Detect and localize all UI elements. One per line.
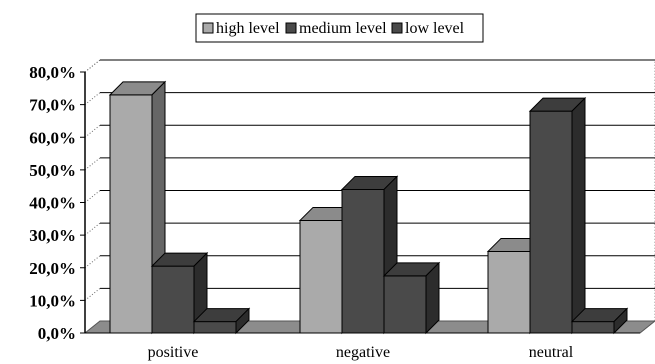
gridline-depth (84, 157, 101, 171)
bar-side (571, 96, 586, 335)
legend-label: high level (216, 20, 280, 37)
x-tick-label: neutral (529, 344, 574, 361)
bar-positive-low-level (192, 307, 251, 335)
legend-swatch (391, 22, 403, 34)
bar-front (151, 265, 195, 334)
y-tick-label: 50,0% (29, 161, 76, 180)
bar-positive-medium-level (150, 251, 209, 335)
y-tick-label: 60,0% (29, 128, 76, 147)
bar-neutral-medium-level (528, 96, 587, 335)
legend-swatch (202, 22, 214, 34)
bar-negative-low-level (382, 261, 441, 335)
legend: high level medium level low level (195, 13, 484, 43)
y-tick-label: 10,0% (29, 291, 76, 310)
bar-front (341, 188, 385, 334)
gridline-depth (84, 255, 101, 269)
legend-label: low level (405, 20, 465, 37)
y-tick-label: 70,0% (29, 96, 76, 115)
bar-front (109, 94, 153, 334)
bar-neutral-low-level (570, 307, 629, 335)
x-tick-label: positive (148, 344, 199, 361)
bar-front (193, 321, 237, 334)
bar-side (235, 307, 250, 335)
legend-label: medium level (299, 20, 387, 37)
gridline-depth (84, 287, 101, 301)
bar-front (571, 321, 615, 334)
gridline-depth (84, 92, 101, 106)
x-tick-label: negative (336, 344, 390, 361)
y-tick-label: 80,0% (29, 63, 76, 82)
bar-front (383, 275, 427, 334)
bar-front (529, 110, 573, 334)
bars (108, 80, 629, 335)
y-tick-label: 40,0% (29, 194, 76, 213)
legend-swatch (285, 22, 297, 34)
y-tick-label: 20,0% (29, 259, 76, 278)
gridline-depth (84, 190, 101, 203)
bar-side (613, 307, 628, 335)
gridline-depth (84, 59, 101, 73)
bar-front (487, 250, 531, 334)
bar-front (299, 219, 343, 334)
bar-side (425, 261, 440, 335)
gridline-depth (84, 124, 101, 138)
gridline-depth (84, 222, 101, 236)
axes: 0,0% 10,0% 20,0% 30,0% 40,0% 50,0% 60,0% 70,0% 8… (29, 63, 640, 361)
legend-box (195, 13, 484, 43)
y-tick-label: 30,0% (29, 226, 76, 245)
y-tick-label: 0,0% (38, 324, 76, 343)
